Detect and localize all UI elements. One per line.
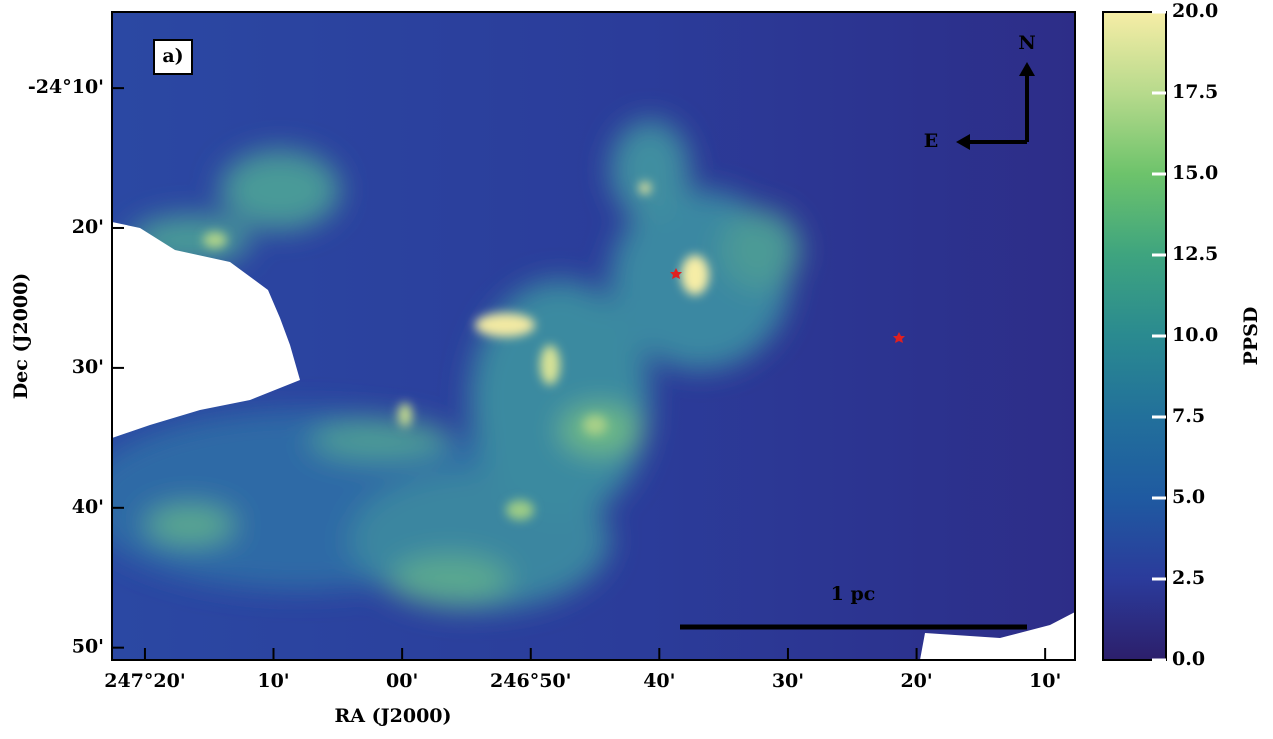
- colorbar-tick-label: 10.0: [1172, 324, 1218, 346]
- colorbar-tick-label: 17.5: [1172, 81, 1218, 103]
- y-tick-label: 20': [72, 216, 104, 238]
- cloud: [220, 150, 340, 230]
- colorbar-tick-label: 0.0: [1172, 648, 1205, 670]
- cloud: [720, 210, 800, 290]
- north-arrowhead: [1019, 62, 1035, 76]
- colorbar-tick-label: 12.5: [1172, 243, 1218, 265]
- colorbar-tick-label: 7.5: [1172, 405, 1205, 427]
- cloud: [610, 120, 690, 220]
- knot: [398, 403, 412, 427]
- panel-label: a): [162, 45, 183, 67]
- star-marker: [670, 268, 682, 279]
- knot: [583, 415, 607, 435]
- bright-emission: [203, 182, 709, 520]
- x-tick-label: 246°50': [490, 670, 571, 692]
- knot: [475, 313, 535, 337]
- x-tick-label: 247°20': [104, 670, 185, 692]
- panel-label-box: [153, 39, 193, 75]
- scale-bar-label: 1 pc: [831, 583, 876, 605]
- colorbar-label: PPSD: [1240, 307, 1262, 366]
- y-tick-label: 30': [72, 356, 104, 378]
- x-tick-label: 30': [772, 670, 804, 692]
- x-axis-label: RA (J2000): [335, 705, 452, 727]
- knot: [540, 345, 560, 385]
- north-label: N: [1018, 32, 1035, 54]
- cloud: [470, 280, 650, 520]
- plot-frame: [111, 11, 1076, 661]
- star-marker: [893, 332, 905, 343]
- x-tick-label: 10': [257, 670, 289, 692]
- x-tick-label: 20': [900, 670, 932, 692]
- y-tick-label: 50': [72, 636, 104, 658]
- cloud: [310, 420, 450, 460]
- colorbar-tick-label: 20.0: [1172, 0, 1218, 22]
- y-axis-label: Dec (J2000): [10, 273, 32, 400]
- colorbar-tick-label: 2.5: [1172, 567, 1205, 589]
- blank-region: [112, 222, 300, 438]
- knot: [506, 500, 534, 520]
- blank-region: [920, 612, 1075, 660]
- east-arrowhead: [956, 134, 970, 150]
- east-label: E: [924, 130, 938, 152]
- x-tick-label: 00': [386, 670, 418, 692]
- x-tick-label: 40': [643, 670, 675, 692]
- y-tick-label: -24°10': [28, 76, 104, 98]
- y-tick-label: 40': [72, 496, 104, 518]
- cloud: [145, 505, 235, 545]
- knot: [203, 232, 227, 248]
- cloud: [390, 555, 510, 605]
- knot: [639, 182, 651, 194]
- colorbar-tick-label: 15.0: [1172, 162, 1218, 184]
- image: [112, 12, 1075, 660]
- colorbar-tick-label: 5.0: [1172, 486, 1205, 508]
- x-tick-label: 10': [1029, 670, 1061, 692]
- knot: [681, 255, 709, 295]
